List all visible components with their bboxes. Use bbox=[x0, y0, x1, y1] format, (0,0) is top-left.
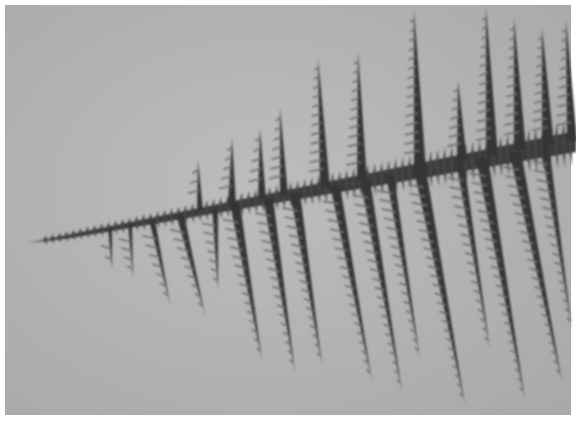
photo bbox=[0, 0, 576, 421]
page: (() => { const svg = document.getElement… bbox=[0, 0, 576, 421]
